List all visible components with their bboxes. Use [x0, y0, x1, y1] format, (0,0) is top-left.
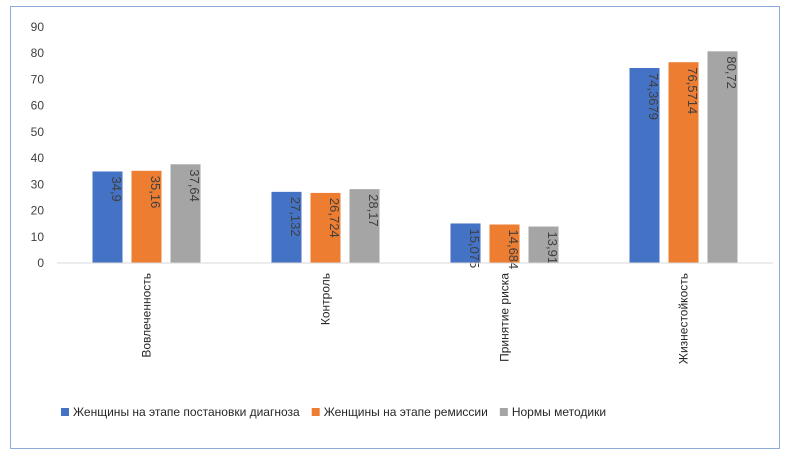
- bar-chart: 0 10 20 30 40 50 60 70 80 90 34,9 35,16 37,64 27,132…: [31, 20, 773, 419]
- bar: [349, 189, 380, 263]
- category-label: Вовлеченность: [140, 273, 154, 358]
- bar: [450, 223, 481, 263]
- bar: [310, 192, 341, 263]
- bar: [629, 67, 660, 263]
- y-tick-label: 80: [31, 46, 45, 60]
- legend-label: Женщины на этапе постановки диагноза: [73, 405, 300, 419]
- bar: [707, 51, 738, 263]
- category-label: Контроль: [319, 273, 333, 325]
- y-axis: 0 10 20 30 40 50 60 70 80 90: [31, 20, 45, 270]
- legend: Женщины на этапе постановки диагноза Женщ…: [61, 405, 606, 419]
- data-label: 15,075: [467, 228, 482, 268]
- y-tick-label: 40: [31, 151, 45, 165]
- data-label: 26,724: [327, 198, 342, 238]
- y-tick-label: 0: [37, 256, 44, 270]
- y-tick-label: 70: [31, 72, 45, 86]
- bar: [668, 62, 699, 264]
- legend-swatch: [499, 408, 508, 416]
- data-label: 80,72: [724, 56, 739, 89]
- data-label: 14,684: [506, 229, 521, 269]
- legend-label: Женщины на этапе ремиссии: [324, 405, 488, 419]
- y-tick-label: 50: [31, 125, 45, 139]
- legend-swatch: [61, 408, 69, 416]
- data-label: 34,9: [109, 176, 124, 201]
- data-label: 74,3679: [646, 73, 661, 120]
- x-axis: Вовлеченность Контроль Принятие риска Жизне…: [57, 262, 773, 364]
- data-label: 28,17: [366, 194, 381, 227]
- data-label: 35,16: [148, 176, 163, 209]
- y-tick-label: 60: [31, 99, 45, 113]
- bar: [489, 224, 520, 263]
- data-label: 27,132: [288, 197, 303, 237]
- data-label: 13,91: [545, 232, 560, 265]
- y-tick-label: 20: [31, 204, 45, 218]
- legend-swatch: [311, 408, 320, 416]
- y-tick-label: 30: [31, 177, 45, 191]
- category-label: Принятие риска: [498, 273, 512, 362]
- data-label: 76,5714: [685, 67, 700, 114]
- bar: [528, 226, 559, 263]
- y-tick-label: 10: [31, 230, 45, 244]
- chart-frame: 0 10 20 30 40 50 60 70 80 90 34,9 35,16 37,64 27,132…: [10, 6, 780, 449]
- bars: 34,9 35,16 37,64 27,132 26,724 28,17 15,075 14,…: [92, 51, 739, 269]
- bar: [170, 164, 201, 263]
- bar: [131, 170, 162, 263]
- y-tick-label: 90: [31, 20, 45, 34]
- bar: [271, 191, 302, 263]
- data-label: 37,64: [187, 169, 202, 202]
- legend-label: Нормы методики: [512, 405, 606, 419]
- category-label: Жизнестойкость: [677, 273, 691, 364]
- bar: [92, 171, 123, 263]
